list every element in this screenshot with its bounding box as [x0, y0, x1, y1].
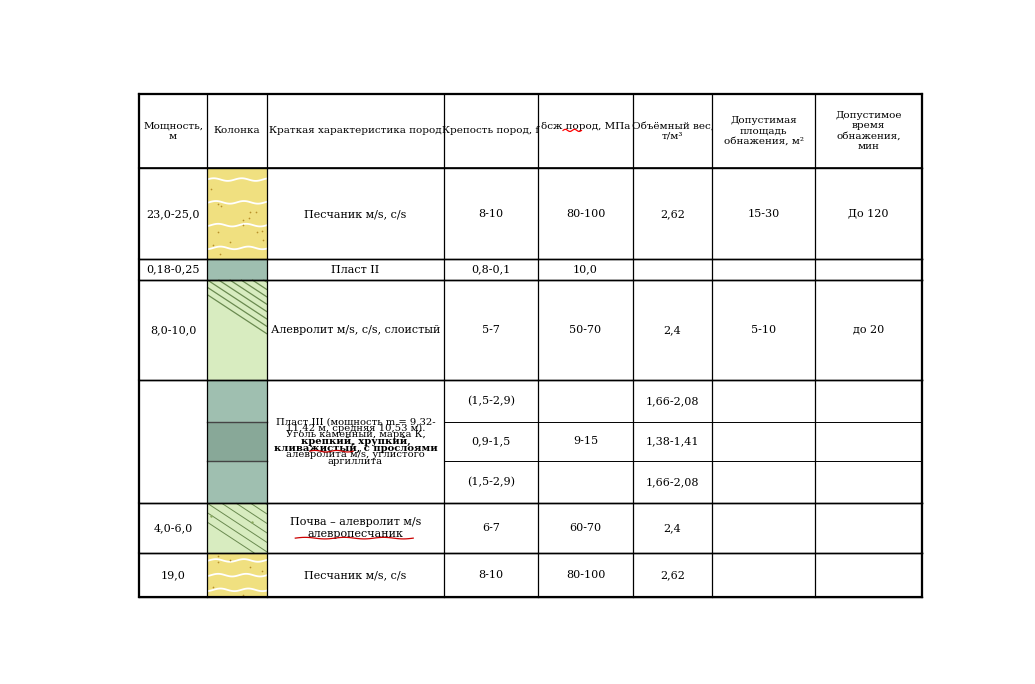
- Text: 5-7: 5-7: [482, 325, 500, 334]
- Text: 8-10: 8-10: [478, 209, 504, 219]
- Bar: [207, 503, 267, 553]
- Bar: [207, 280, 267, 380]
- Text: 0,8-0,1: 0,8-0,1: [471, 265, 510, 274]
- Text: 1,38-1,41: 1,38-1,41: [646, 436, 700, 447]
- Text: аргиллита: аргиллита: [328, 457, 383, 466]
- Text: 0,18-0,25: 0,18-0,25: [146, 265, 200, 274]
- Text: 6-7: 6-7: [482, 523, 500, 533]
- Bar: [139, 553, 922, 597]
- Text: 1,66-2,08: 1,66-2,08: [646, 477, 700, 487]
- Text: (1,5-2,9): (1,5-2,9): [467, 477, 515, 487]
- Point: [203, 183, 219, 194]
- Text: до 20: до 20: [853, 325, 884, 334]
- Point: [213, 200, 230, 211]
- Bar: [207, 380, 267, 422]
- Text: 10,0: 10,0: [573, 265, 598, 274]
- Point: [255, 235, 271, 246]
- Text: Мощность,
м: Мощность, м: [143, 121, 203, 141]
- Point: [211, 248, 228, 259]
- Text: Колонка: Колонка: [214, 127, 261, 135]
- Bar: [139, 94, 922, 168]
- Bar: [207, 168, 267, 259]
- Point: [221, 555, 238, 566]
- Text: 23,0-25,0: 23,0-25,0: [146, 209, 200, 219]
- Text: 60-70: 60-70: [569, 523, 601, 533]
- Bar: [139, 168, 922, 259]
- Text: Краткая характеристика пород: Краткая характеристика пород: [269, 127, 442, 135]
- Text: Пласт III (мощность m = 9,32-: Пласт III (мощность m = 9,32-: [275, 417, 436, 426]
- Point: [240, 212, 257, 223]
- Text: 80-100: 80-100: [566, 570, 605, 580]
- Bar: [139, 259, 922, 280]
- Point: [254, 566, 270, 577]
- Text: δсж пород, МПа: δсж пород, МПа: [541, 122, 630, 131]
- Text: 2,62: 2,62: [660, 209, 685, 219]
- Text: 4,0-6,0: 4,0-6,0: [153, 523, 193, 533]
- Text: Допустимая
площадь
обнажения, м²: Допустимая площадь обнажения, м²: [723, 116, 804, 146]
- Text: 8,0-10,0: 8,0-10,0: [150, 325, 197, 334]
- Bar: [207, 461, 267, 503]
- Point: [247, 207, 264, 218]
- Bar: [207, 422, 267, 461]
- Text: 5-10: 5-10: [751, 325, 776, 334]
- Text: Крепость пород, f: Крепость пород, f: [442, 127, 539, 135]
- Text: (1,5-2,9): (1,5-2,9): [467, 395, 515, 406]
- Text: крепкий, хрупкий,: крепкий, хрупкий,: [300, 436, 410, 446]
- Bar: [139, 380, 922, 503]
- Text: Объёмный вес,
т/м³: Объёмный вес, т/м³: [631, 121, 713, 141]
- Text: 50-70: 50-70: [569, 325, 601, 334]
- Text: 80-100: 80-100: [566, 209, 605, 219]
- Text: Пласт II: Пласт II: [331, 265, 380, 274]
- Bar: [207, 553, 267, 597]
- Point: [244, 516, 261, 527]
- Text: Уголь каменный, марка К,: Уголь каменный, марка К,: [286, 430, 425, 439]
- Text: 2,4: 2,4: [663, 523, 681, 533]
- Text: 19,0: 19,0: [160, 570, 185, 580]
- Text: алевролита м/s, углистого: алевролита м/s, углистого: [286, 450, 424, 459]
- Point: [242, 206, 259, 217]
- Text: 15-30: 15-30: [747, 209, 779, 219]
- Point: [249, 226, 266, 237]
- Text: Песчаник м/s, с/s: Песчаник м/s, с/s: [304, 209, 407, 219]
- Text: кливажистый, с прослоями: кливажистый, с прослоями: [273, 443, 438, 453]
- Text: 2,4: 2,4: [663, 325, 681, 334]
- Text: алевропесчаник: алевропесчаник: [307, 529, 404, 540]
- Point: [210, 551, 227, 562]
- Point: [235, 220, 252, 231]
- Point: [210, 226, 227, 237]
- Bar: [207, 259, 267, 280]
- Text: До 120: До 120: [849, 209, 889, 219]
- Point: [210, 556, 227, 567]
- Text: 9-15: 9-15: [573, 436, 598, 447]
- Text: 2,62: 2,62: [660, 570, 685, 580]
- Text: Допустимое
время
обнажения,
мин: Допустимое время обнажения, мин: [835, 111, 901, 151]
- Bar: [139, 280, 922, 380]
- Point: [234, 214, 250, 225]
- Point: [210, 198, 227, 209]
- Point: [203, 511, 219, 522]
- Text: Песчаник м/s, с/s: Песчаник м/s, с/s: [304, 570, 407, 580]
- Point: [205, 581, 221, 592]
- Point: [254, 226, 270, 237]
- Point: [242, 561, 259, 572]
- Point: [205, 240, 221, 251]
- Bar: [139, 503, 922, 553]
- Text: 8-10: 8-10: [478, 570, 504, 580]
- Text: 0,9-1,5: 0,9-1,5: [471, 436, 510, 447]
- Text: 1,66-2,08: 1,66-2,08: [646, 396, 700, 406]
- Text: Алевролит м/s, с/s, слоистый: Алевролит м/s, с/s, слоистый: [271, 325, 440, 334]
- Text: Почва – алевролит м/s: Почва – алевролит м/s: [290, 517, 421, 527]
- Point: [221, 236, 238, 247]
- Point: [234, 590, 250, 601]
- Text: 11,42 м, средняя 10,53 м).: 11,42 м, средняя 10,53 м).: [286, 423, 425, 433]
